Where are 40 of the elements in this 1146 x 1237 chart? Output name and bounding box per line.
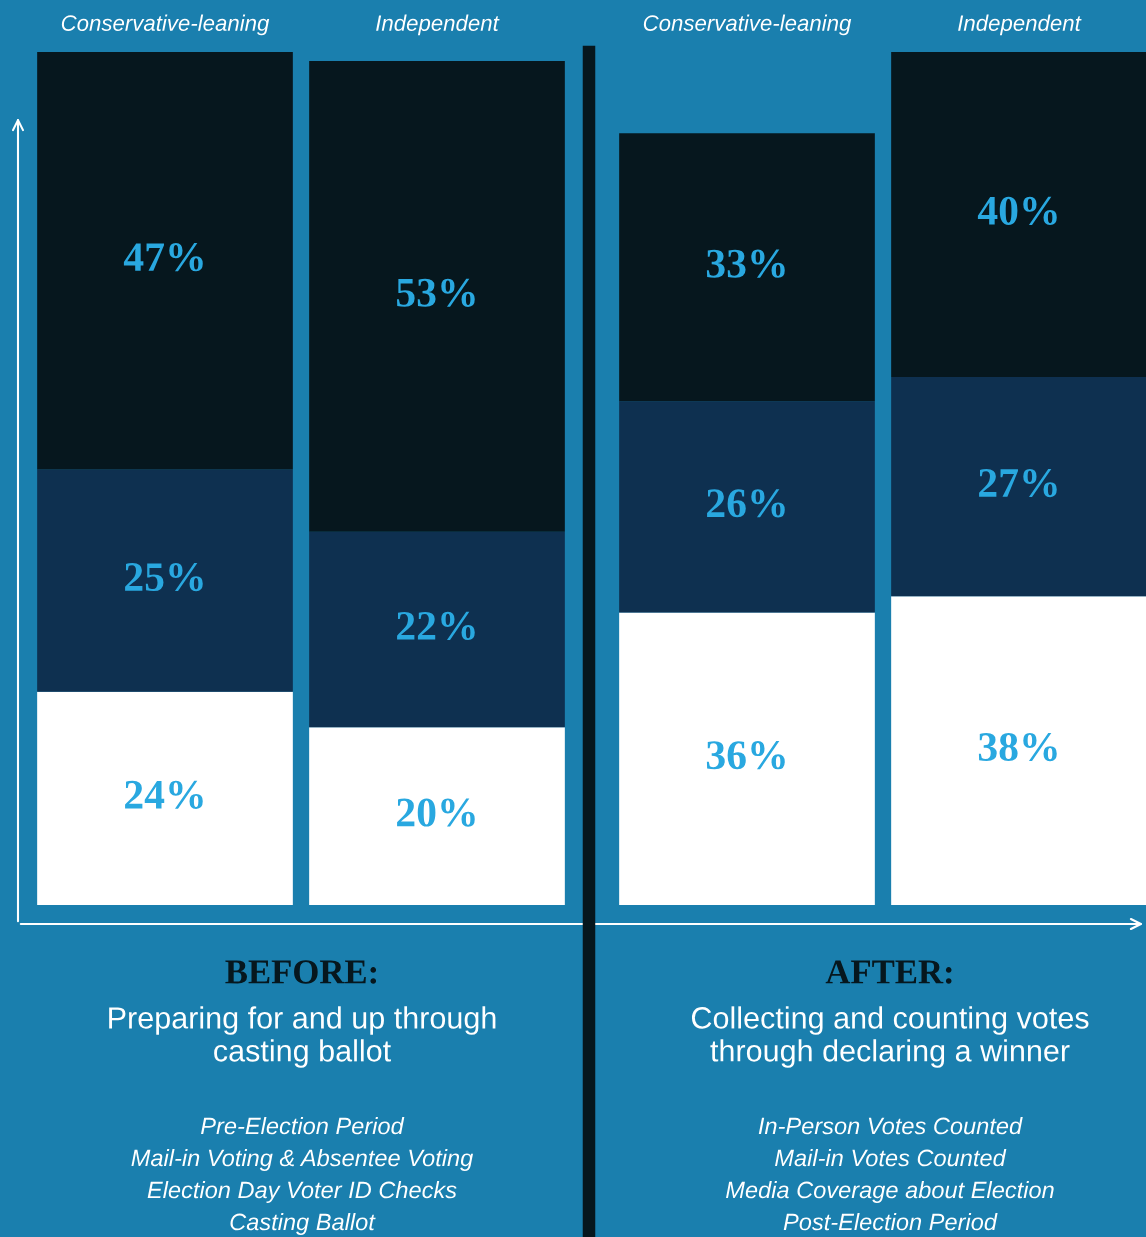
data-label: 22% bbox=[397, 611, 475, 641]
data-label: 47% bbox=[123, 243, 203, 272]
data-label: 53% bbox=[397, 278, 475, 307]
text: Mail-in Voting & Absentee Voting bbox=[131, 1148, 474, 1172]
text: AFTER: bbox=[825, 960, 952, 984]
bar bbox=[619, 401, 875, 613]
bar bbox=[37, 52, 293, 470]
bar bbox=[309, 727, 565, 905]
text: Pre-Election Period bbox=[201, 1116, 405, 1135]
bar bbox=[309, 531, 565, 728]
data-label: 24% bbox=[125, 780, 203, 809]
text: BEFORE: bbox=[225, 960, 377, 984]
data-label: 36% bbox=[706, 741, 785, 770]
data-label: 26% bbox=[707, 489, 785, 518]
text: Preparing for and up through casting ballot bbox=[109, 1006, 496, 1068]
x-tick-label: Independent bbox=[958, 14, 1082, 36]
text: Mail-in Votes Counted bbox=[775, 1148, 1007, 1167]
text: Media Coverage about Election bbox=[726, 1180, 1054, 1204]
x-tick-label: Conservative-leaning bbox=[61, 14, 270, 36]
data-label: 38% bbox=[978, 732, 1057, 762]
x-tick-label: Independent bbox=[376, 14, 500, 36]
bar bbox=[891, 52, 1146, 377]
bar bbox=[891, 596, 1146, 905]
bar bbox=[37, 469, 293, 692]
data-label: 40% bbox=[977, 196, 1057, 226]
data-label: 25% bbox=[125, 562, 203, 592]
text: Election Day Voter ID Checks bbox=[147, 1180, 457, 1204]
bar bbox=[619, 133, 875, 402]
data-label: 27% bbox=[979, 468, 1057, 498]
data-label: 20% bbox=[397, 798, 475, 827]
text: Collecting and counting votes through declaring a winner bbox=[691, 1006, 1089, 1068]
text: In-Person Votes Counted bbox=[758, 1116, 1023, 1135]
bar bbox=[891, 376, 1146, 597]
text: Post-Election Period bbox=[783, 1212, 998, 1231]
bar bbox=[619, 612, 875, 905]
bar bbox=[37, 691, 293, 905]
text: Casting Ballot bbox=[230, 1212, 376, 1236]
data-label: 33% bbox=[706, 249, 785, 278]
x-tick-label: Conservative-leaning bbox=[643, 14, 852, 36]
bar bbox=[309, 60, 565, 532]
